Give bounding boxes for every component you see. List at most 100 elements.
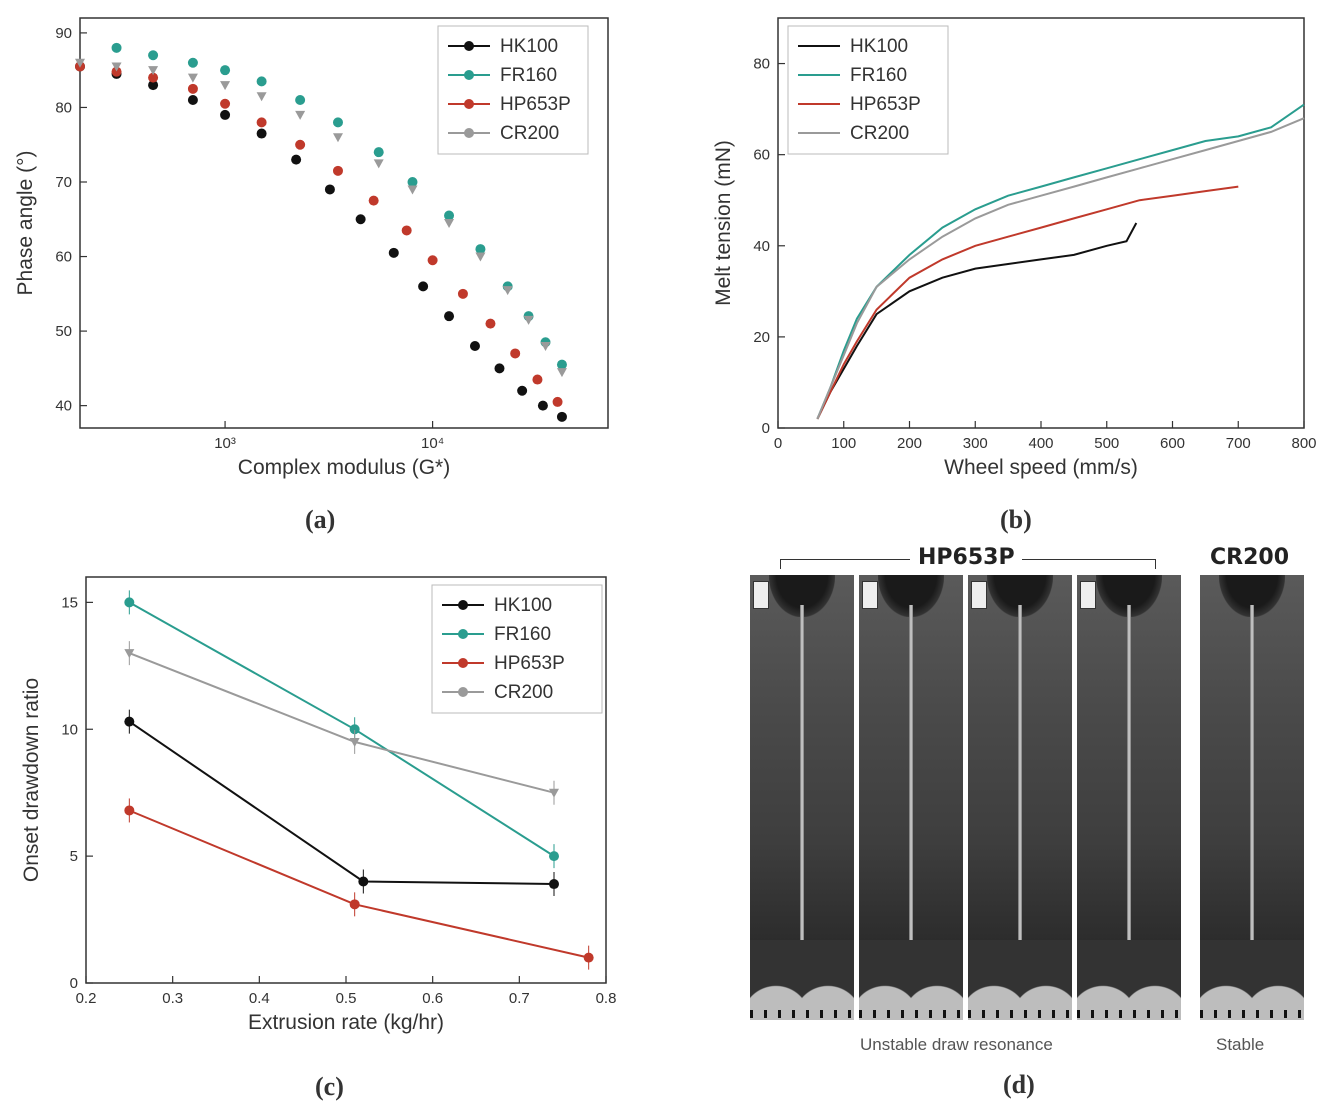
x-tick-label: 700 — [1226, 435, 1251, 452]
data-point-cr200 — [332, 133, 343, 143]
frame-markers — [750, 1010, 854, 1018]
frame-tag — [753, 581, 769, 609]
legend-label-fr160: FR160 — [494, 624, 551, 645]
data-point-cr200 — [556, 368, 567, 378]
data-point-hp653p — [510, 348, 521, 359]
data-point-cr200 — [540, 342, 551, 351]
take-up-wheel — [859, 940, 963, 1020]
melt-strand — [1126, 605, 1132, 960]
x-tick-label: 0.8 — [596, 990, 617, 1007]
legend-label-hk100: HK100 — [500, 36, 558, 57]
data-point-hp653p — [427, 255, 438, 266]
series-line-cr200 — [816, 117, 1305, 420]
y-tick-label: 80 — [55, 99, 72, 116]
group-bracket-tick-right — [1155, 559, 1156, 569]
data-point-fr160 — [444, 210, 455, 221]
photo-frame-cr200 — [1200, 575, 1304, 1020]
data-point-cr200 — [373, 159, 384, 169]
take-up-wheel — [1077, 940, 1181, 1020]
melt-strand — [1017, 605, 1023, 960]
y-tick-label: 70 — [55, 174, 72, 191]
legend-label-fr160: FR160 — [850, 65, 907, 86]
y-tick-label: 0 — [762, 420, 770, 437]
data-point-hk100 — [388, 247, 399, 258]
data-point-fr160 — [111, 42, 122, 53]
y-tick-label: 80 — [753, 56, 770, 73]
legend-label-cr200: CR200 — [500, 123, 559, 144]
x-tick-label: 10⁴ — [421, 435, 444, 452]
series-line-fr160 — [816, 103, 1305, 420]
y-tick-label: 0 — [70, 975, 78, 992]
series-line-hp653p — [816, 185, 1239, 420]
data-point-hk100 — [220, 109, 231, 120]
data-point-hk100 — [469, 341, 480, 351]
legend-label-hp653p: HP653P — [494, 653, 565, 674]
photo-frame-1 — [750, 575, 854, 1020]
frame-markers — [1200, 1010, 1304, 1018]
y-axis-label: Phase angle (°) — [14, 151, 37, 296]
y-tick-label: 20 — [753, 329, 770, 346]
legend-label-hp653p: HP653P — [850, 94, 921, 115]
data-point-hp653p — [552, 396, 563, 407]
caption-d: (d) — [1003, 1070, 1035, 1099]
data-point-fr160 — [148, 50, 159, 61]
legend-label-hk100: HK100 — [494, 595, 552, 616]
data-point-cr200 — [444, 219, 455, 228]
data-point-cr200 — [148, 66, 159, 76]
legend-label-hp653p: HP653P — [500, 94, 571, 115]
y-tick-label: 60 — [55, 249, 72, 266]
x-tick-label: 0.2 — [76, 990, 97, 1007]
data-point-hk100 — [444, 311, 455, 322]
x-tick-label: 0.3 — [162, 990, 183, 1007]
x-axis-label: Wheel speed (mm/s) — [944, 456, 1138, 479]
data-point-cr200 — [475, 252, 486, 262]
photo-frame-3 — [968, 575, 1072, 1020]
data-point-cr200 — [523, 315, 534, 325]
data-point-hp653p — [111, 66, 122, 77]
group-title-cr200: CR200 — [1210, 545, 1290, 570]
group-bracket-hp653p — [780, 559, 910, 560]
melt-strand — [908, 605, 914, 960]
data-point-hk100 — [256, 128, 267, 139]
x-tick-label: 10³ — [214, 435, 236, 452]
frame-tag — [971, 581, 987, 609]
drawdown-ratio-chart: 0 5 10 15 0.2 0.3 0.4 0.5 0.6 0.7 0.8 Extrusion rat… — [20, 576, 617, 1034]
data-point-cr200 — [220, 81, 231, 91]
data-point-hp653p — [401, 225, 412, 236]
legend-marker-fr160 — [464, 70, 474, 80]
legend-marker-hk100 — [464, 41, 474, 51]
y-tick-label: 5 — [70, 848, 78, 865]
data-point-hk100 — [148, 80, 159, 91]
series-line-hk100 — [128, 720, 555, 885]
data-point-hp653p — [532, 374, 543, 385]
data-point-fr160 — [295, 95, 306, 105]
data-point-hk100 — [517, 385, 528, 396]
data-point-hk100 — [355, 214, 366, 225]
y-tick-label: 40 — [753, 238, 770, 255]
chart-panel-a: 40 50 60 70 80 90 10³ 10⁴ Complex modulus (G*) Ph… — [0, 0, 640, 500]
frame-markers — [968, 1010, 1072, 1018]
data-point-hp653p — [220, 98, 231, 109]
take-up-wheel — [968, 940, 1072, 1020]
caption-c: (c) — [315, 1072, 344, 1101]
group-bracket-tick-left — [780, 559, 781, 569]
frame-markers — [859, 1010, 963, 1018]
data-point-cr200 — [187, 73, 198, 83]
legend-marker-hp653p — [458, 658, 468, 668]
x-tick-label: 0.7 — [509, 990, 530, 1007]
chart-panel-b: 0 20 40 60 80 0 100 200 300 400 500 600 700 800 Wheel … — [670, 0, 1338, 500]
photo-frame-4 — [1077, 575, 1181, 1020]
data-point-hp653p — [368, 195, 379, 206]
y-tick-label: 60 — [753, 147, 770, 164]
data-point-hp653p — [332, 165, 343, 176]
phase-angle-chart: 40 50 60 70 80 90 10³ 10⁴ Complex modulus (G*) Ph… — [14, 17, 609, 479]
x-tick-label: 0 — [774, 435, 782, 452]
data-point-fr160 — [220, 65, 231, 76]
take-up-wheel — [750, 940, 854, 1020]
data-point-cr200 — [295, 110, 306, 120]
melt-strand — [1249, 605, 1255, 960]
x-tick-label: 300 — [963, 435, 988, 452]
y-tick-label: 15 — [61, 594, 78, 611]
frame-tag — [862, 581, 878, 609]
data-point-hk100 — [324, 184, 335, 195]
